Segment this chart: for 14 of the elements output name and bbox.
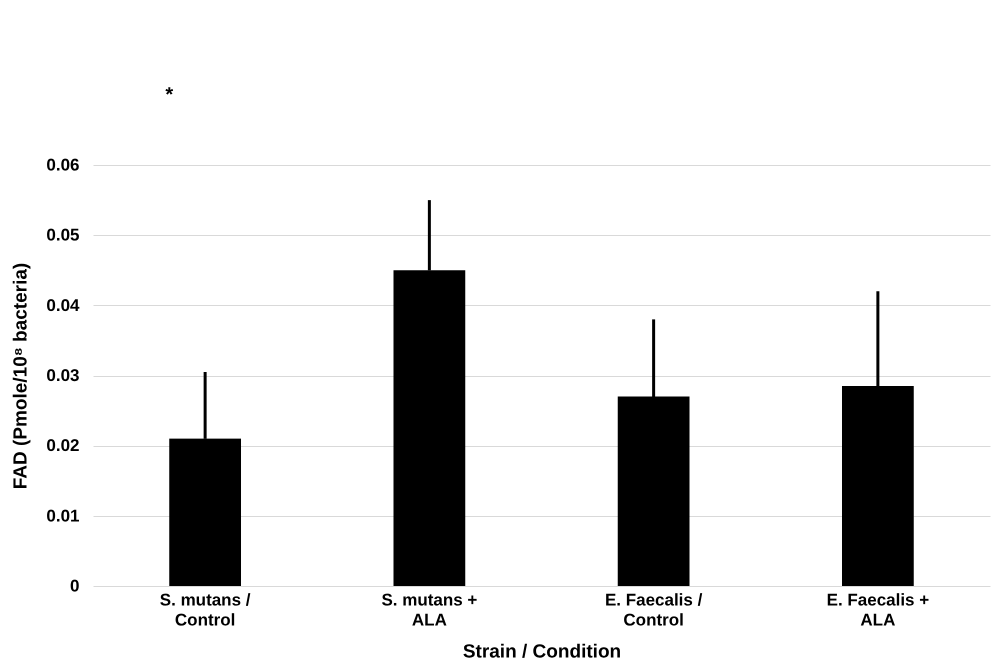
text: *: [165, 84, 174, 106]
y-tick-label: 0.04: [46, 296, 80, 315]
y-tick-label: 0.06: [46, 156, 80, 174]
x-tick-label: S. mutans / Control: [160, 590, 251, 630]
x-tick-label: E. Faecalis / Control: [604, 590, 703, 630]
y-tick-label: 0.01: [46, 506, 80, 526]
y-tick-label: 0: [70, 576, 80, 596]
y-tick-label: 0.02: [46, 436, 80, 456]
x-tick-label: S. mutans + ALA: [381, 590, 478, 630]
y-tick-label: 0.05: [46, 226, 80, 245]
y-axis-title: FAD (Pmole/10⁸ bacteria): [10, 262, 32, 490]
x-axis-title: Strain / Condition: [462, 642, 622, 662]
y-tick-label: 0.03: [46, 366, 80, 385]
x-tick-label: E. Faecalis + ALA: [826, 590, 930, 630]
